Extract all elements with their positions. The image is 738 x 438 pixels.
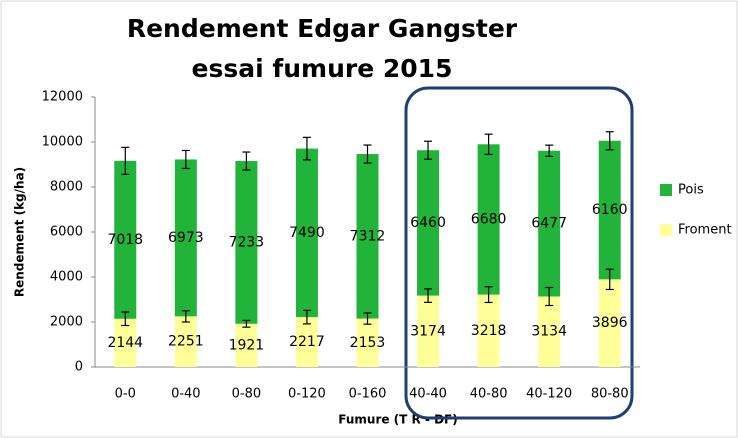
legend-label: Pois [678, 183, 704, 198]
y-tick-label: 6000 [50, 225, 83, 240]
bar-segment [235, 323, 258, 367]
bar-segment [295, 148, 318, 318]
error-bar [181, 149, 190, 170]
x-tick-label: 80-80 [591, 387, 629, 402]
value-label: 6460 [410, 215, 446, 231]
error-bar [424, 288, 433, 303]
x-tick-label: 0-120 [288, 387, 326, 402]
error-bar [605, 268, 614, 291]
error-bar [242, 319, 251, 328]
highlight-box [404, 86, 634, 420]
value-label: 1921 [229, 337, 265, 353]
bar-segment [477, 294, 500, 367]
bar-segment [114, 318, 137, 367]
legend-swatch [660, 184, 672, 196]
bar-segment [598, 140, 621, 280]
y-tick-label: 10000 [42, 135, 83, 150]
y-tick-label: 12000 [42, 90, 83, 105]
bar-segment [356, 154, 379, 319]
legend-swatch [660, 224, 672, 236]
value-label: 6680 [471, 211, 507, 227]
y-tick-label: 8000 [50, 180, 83, 195]
error-bar [484, 286, 493, 304]
error-bar [363, 312, 372, 325]
error-bar [242, 151, 251, 171]
error-bar [363, 144, 372, 164]
bar-segment [417, 295, 440, 367]
value-label: 2217 [289, 334, 325, 350]
value-label: 3134 [531, 324, 567, 340]
value-label: 7233 [229, 234, 265, 250]
bar-segment [174, 316, 197, 367]
legend-label: Froment [678, 223, 732, 238]
error-bar [545, 286, 554, 307]
value-label: 6160 [592, 202, 628, 218]
bar-segment [235, 161, 258, 324]
value-label: 7312 [350, 228, 386, 244]
value-label: 2153 [350, 335, 386, 351]
error-bar [302, 136, 311, 161]
error-bar [424, 140, 433, 160]
error-bar [181, 310, 190, 323]
bar-segment [538, 150, 561, 297]
x-axis-title: Fumure (T R - DF) [338, 413, 458, 427]
error-bar [121, 311, 130, 327]
x-tick-label: 40-120 [526, 387, 572, 402]
chart-title: Rendement Edgar Gangster [127, 14, 518, 43]
error-bar [484, 133, 493, 156]
y-tick-label: 2000 [50, 315, 83, 330]
value-label: 7018 [107, 232, 143, 248]
bar-segment [417, 150, 440, 296]
y-tick-label: 0 [75, 360, 83, 375]
error-bar [121, 146, 130, 175]
bar-segment [174, 159, 197, 317]
bar-segment [356, 318, 379, 367]
bar-segment [114, 160, 137, 319]
value-label: 6477 [531, 216, 567, 232]
error-bar [605, 131, 614, 151]
x-tick-label: 0-80 [232, 387, 262, 402]
value-label: 3218 [471, 323, 507, 339]
x-tick-label: 0-160 [349, 387, 387, 402]
x-tick-label: 0-0 [115, 387, 136, 402]
y-axis-title: Rendement (kg/ha) [13, 167, 27, 297]
y-tick-label: 4000 [50, 270, 83, 285]
x-tick-label: 40-40 [409, 387, 447, 402]
value-label: 6973 [168, 230, 204, 246]
value-label: 2251 [168, 334, 204, 350]
x-tick-label: 40-80 [470, 387, 508, 402]
value-label: 3174 [410, 323, 446, 339]
bar-segment [598, 279, 621, 367]
chart-title: essai fumure 2015 [192, 54, 453, 83]
value-label: 3896 [592, 315, 628, 331]
value-label: 7490 [289, 225, 325, 241]
value-label: 2144 [107, 335, 143, 351]
bar-segment [477, 144, 500, 295]
bar-segment [538, 296, 561, 367]
error-bar [545, 144, 554, 157]
bar-segment [295, 317, 318, 367]
error-bar [302, 309, 311, 325]
x-tick-label: 0-40 [171, 387, 201, 402]
